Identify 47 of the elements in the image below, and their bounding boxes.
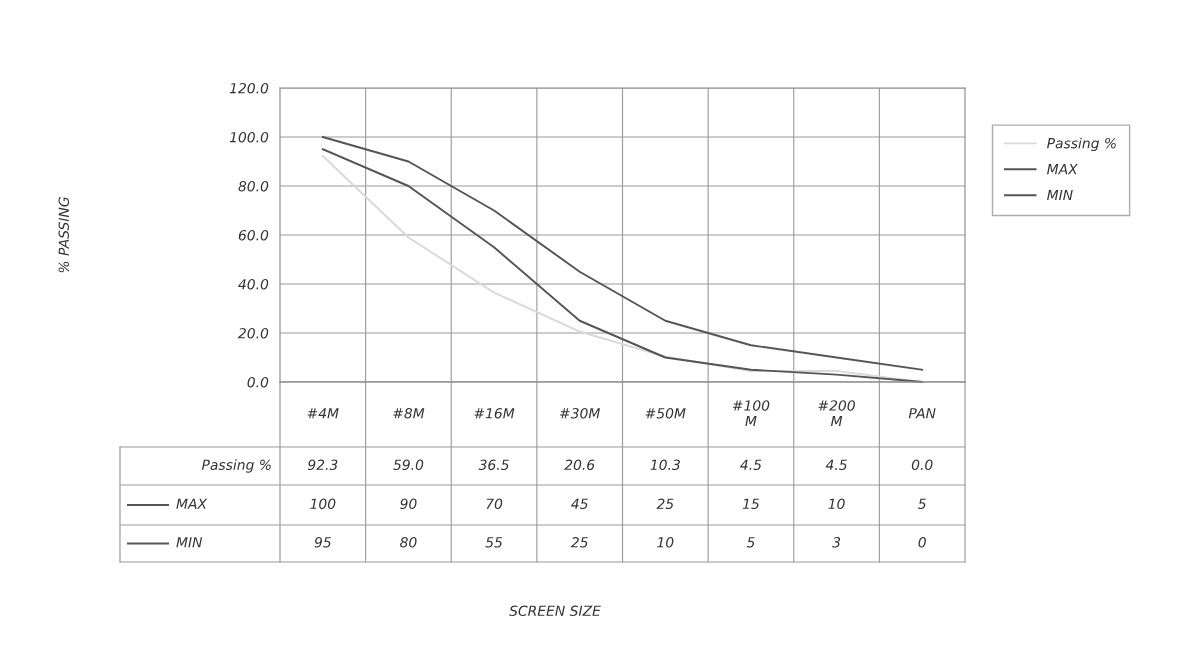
y-tick-label: 100.0 bbox=[229, 131, 269, 143]
data-label: 36.5 bbox=[478, 459, 509, 471]
x-tick-label: #50M bbox=[645, 408, 686, 419]
y-tick-label: 60.0 bbox=[238, 229, 269, 241]
legend-label: MIN bbox=[1047, 189, 1073, 201]
y-tick-label: 120.0 bbox=[229, 82, 269, 94]
text: MAX bbox=[176, 498, 208, 509]
x-tick-label: PAN bbox=[908, 408, 936, 419]
text: Passing % bbox=[201, 459, 271, 473]
data-label: 10 bbox=[657, 537, 674, 548]
data-label: 3 bbox=[832, 537, 841, 548]
data-label: 25 bbox=[570, 537, 588, 548]
data-label: 100 bbox=[310, 498, 336, 510]
x-tick-label: #100 M bbox=[732, 400, 770, 427]
data-label: 20.6 bbox=[564, 459, 595, 471]
legend-label: MAX bbox=[1047, 164, 1078, 175]
data-label: 55 bbox=[485, 537, 503, 548]
data-label: 5 bbox=[918, 498, 926, 510]
text: % PASSING bbox=[58, 197, 70, 273]
data-label: 70 bbox=[486, 498, 503, 510]
y-tick-label: 40.0 bbox=[238, 278, 269, 290]
data-label: 5 bbox=[746, 537, 755, 548]
y-tick-label: 0.0 bbox=[247, 376, 269, 388]
x-tick-label: #4M bbox=[307, 408, 339, 419]
x-tick-label: #30M bbox=[560, 408, 600, 419]
legend-label: Passing % bbox=[1047, 137, 1116, 152]
data-label: 59.0 bbox=[393, 459, 424, 471]
data-label: 95 bbox=[314, 537, 331, 548]
data-label: 4.5 bbox=[740, 459, 762, 471]
data-label: 25 bbox=[656, 498, 674, 510]
data-label: 4.5 bbox=[825, 459, 847, 471]
y-tick-label: 20.0 bbox=[238, 327, 269, 339]
data-label: 0.0 bbox=[911, 459, 933, 471]
text: SCREEN SIZE bbox=[509, 605, 601, 617]
data-label: 45 bbox=[571, 498, 588, 510]
text: MIN bbox=[176, 537, 203, 548]
x-tick-label: #16M bbox=[474, 408, 515, 419]
data-label: 10.3 bbox=[650, 459, 680, 471]
y-tick-label: 80.0 bbox=[238, 180, 269, 192]
data-label: 0 bbox=[918, 537, 926, 548]
data-label: 90 bbox=[400, 498, 417, 510]
data-label: 80 bbox=[400, 537, 417, 548]
data-label: 10 bbox=[828, 498, 845, 510]
x-tick-label: #8M bbox=[393, 408, 425, 419]
data-label: 92.3 bbox=[307, 459, 338, 471]
x-tick-label: #200 M bbox=[818, 400, 855, 427]
data-label: 15 bbox=[742, 498, 760, 510]
